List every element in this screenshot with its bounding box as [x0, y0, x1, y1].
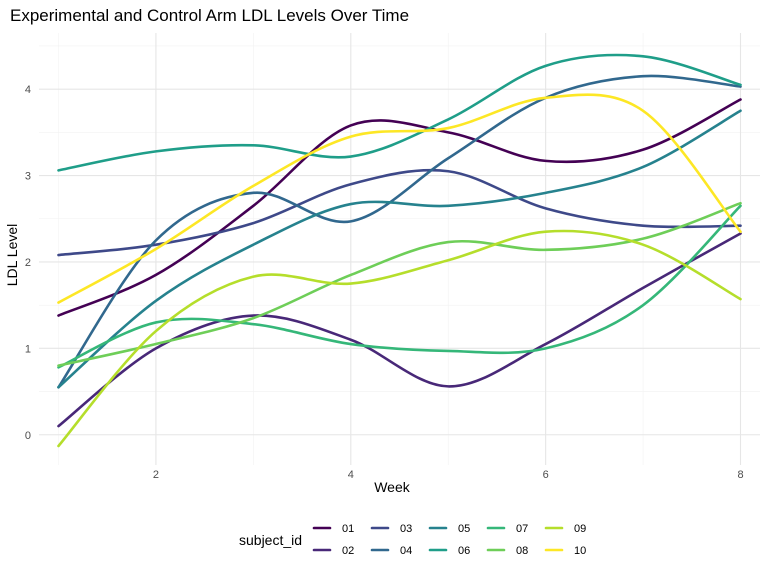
series-line-10 [57, 93, 742, 304]
chart-title: Experimental and Control Arm LDL Levels … [10, 6, 409, 25]
series-line-01 [57, 98, 742, 317]
legend-label-02: 02 [342, 545, 354, 557]
legend-label-10: 10 [574, 545, 586, 557]
series-line-03 [57, 168, 742, 257]
series-line-04 [57, 74, 742, 389]
series-line-07 [57, 204, 742, 369]
x-axis-title: Week [374, 479, 411, 495]
series-line-09 [57, 229, 742, 448]
plot-area: 2 4 6 8 0 1 2 3 4 [25, 33, 760, 481]
y-tick-label: 4 [25, 84, 31, 96]
legend-label-09: 09 [574, 523, 586, 535]
series-line-02 [57, 232, 742, 428]
y-tick-label: 1 [25, 343, 31, 355]
legend: subject_id 01 02 03 04 05 06 07 08 09 10 [239, 523, 586, 557]
series-line-05 [57, 109, 742, 389]
legend-title: subject_id [239, 532, 302, 548]
legend-label-05: 05 [458, 523, 470, 535]
series-line-06 [57, 53, 742, 172]
x-tick-labels: 2 4 6 8 [153, 469, 744, 481]
legend-label-03: 03 [400, 523, 412, 535]
x-tick-label: 2 [153, 469, 159, 481]
series-lines [57, 53, 742, 448]
x-tick-label: 8 [737, 469, 743, 481]
y-tick-labels: 0 1 2 3 4 [25, 84, 31, 442]
legend-label-07: 07 [516, 523, 528, 535]
legend-label-04: 04 [400, 545, 412, 557]
y-axis-title: LDL Level [4, 224, 20, 287]
y-tick-label: 0 [25, 430, 31, 442]
x-tick-label: 6 [543, 469, 549, 481]
legend-label-08: 08 [516, 545, 528, 557]
y-tick-label: 3 [25, 171, 31, 183]
x-tick-label: 4 [348, 469, 354, 481]
series-line-08 [57, 201, 742, 367]
y-tick-label: 2 [25, 257, 31, 269]
legend-label-01: 01 [342, 523, 354, 535]
gridlines [39, 33, 760, 465]
legend-label-06: 06 [458, 545, 470, 557]
legend-items: 01 02 03 04 05 06 07 08 09 10 [312, 523, 586, 557]
